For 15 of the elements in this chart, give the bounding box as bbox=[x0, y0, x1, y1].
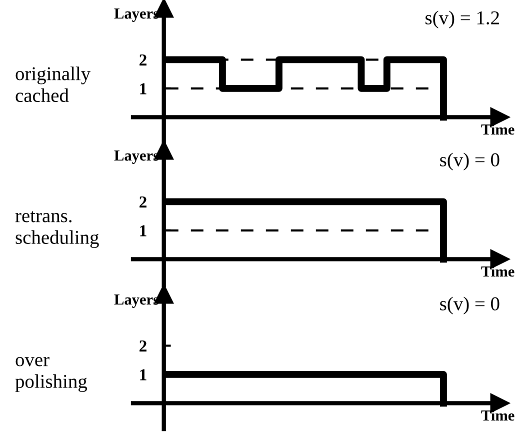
text: over polishing bbox=[15, 356, 88, 392]
x-axis-title: Time bbox=[481, 124, 514, 135]
chart-title: s(v) = 1.2 bbox=[426, 10, 499, 28]
y-tick-label: 2 bbox=[140, 196, 146, 208]
y-tick-label: 1 bbox=[140, 83, 146, 94]
chart-title: s(v) = 0 bbox=[440, 152, 500, 170]
y-tick-label: 1 bbox=[140, 225, 146, 236]
chart-title: s(v) = 0 bbox=[440, 296, 500, 314]
y-tick-label: 1 bbox=[140, 369, 146, 380]
x-axis-title: Time bbox=[481, 410, 514, 421]
text: retrans. scheduling bbox=[15, 211, 99, 248]
y-tick-label: 2 bbox=[140, 54, 146, 66]
text: originally cached bbox=[16, 66, 91, 102]
x-axis-title: Time bbox=[481, 266, 514, 277]
y-tick-label: 2 bbox=[140, 340, 146, 352]
